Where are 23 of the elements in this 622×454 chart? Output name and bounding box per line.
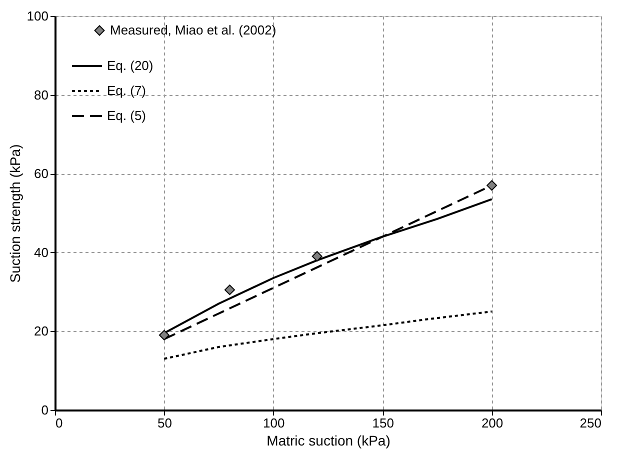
y-tick-label: 100 [26, 8, 48, 24]
x-tick-label: 150 [372, 416, 394, 430]
line-series [163, 310, 493, 360]
point [158, 330, 170, 340]
legend-label: Eq. (20) [107, 58, 154, 73]
y-tick-label: 0 [41, 402, 48, 418]
y-tick-label: 40 [34, 244, 48, 260]
y-tick-label: 80 [34, 87, 48, 102]
x-tick-label: 0 [56, 416, 63, 430]
x-axis-title: Matric suction (kPa) [266, 432, 390, 448]
legend-label: Eq. (7) [107, 83, 146, 98]
legend-label: Eq. (5) [107, 108, 146, 123]
point [486, 180, 498, 191]
x-tick-label: 250 [580, 416, 602, 430]
point [312, 251, 322, 262]
x-tick-label: 200 [481, 416, 504, 430]
y-axis-title: Suction strength (kPa) [6, 144, 23, 283]
y-tick-label: 20 [34, 324, 48, 339]
x-tick-label: 50 [157, 416, 172, 430]
point [224, 284, 235, 296]
y-tick-label: 60 [34, 166, 48, 182]
x-tick-label: 100 [263, 416, 285, 430]
legend-label: Measured, Miao et al. (2002) [110, 22, 276, 38]
